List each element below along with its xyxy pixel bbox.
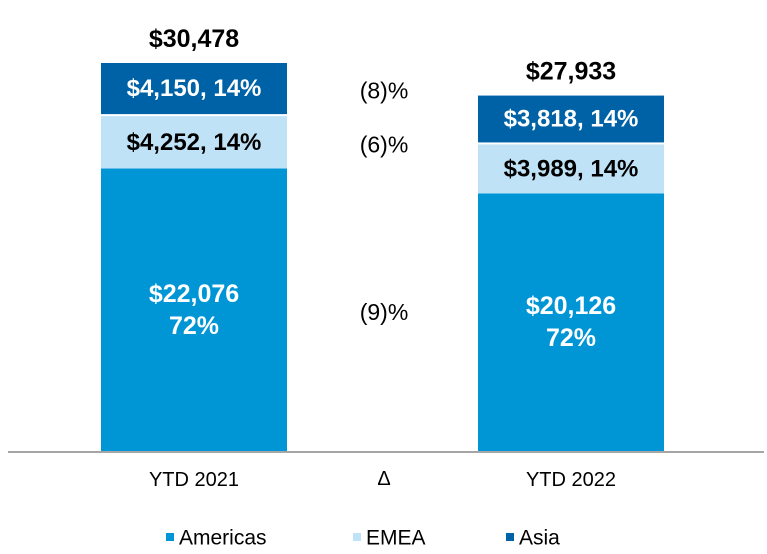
bar-segment-emea-1 — [101, 116, 287, 169]
data-label-emea-2-1: $3,989, 14% — [504, 155, 639, 182]
total-label-1: $30,478 — [149, 25, 239, 53]
labels-group: $22,076 72% $4,252, 14% $4,150, 14% $30,478 $… — [127, 25, 639, 352]
bar-segment-emea-2 — [478, 144, 664, 194]
delta-label-asia: (8)% — [360, 78, 409, 104]
bar-segment-asia-2 — [478, 95, 664, 143]
delta-label-americas: (9)% — [360, 299, 409, 325]
legend-swatch-americas — [166, 533, 174, 541]
x-axis-labels: YTD 2021 YTD 2022 Δ — [149, 468, 616, 491]
legend-label-emea: EMEA — [366, 527, 426, 550]
data-label-americas-2-2: 72% — [546, 324, 596, 352]
bar-segment-americas-2 — [478, 193, 664, 451]
total-label-2: $27,933 — [526, 58, 616, 86]
x-tick-label-2: YTD 2022 — [526, 469, 616, 491]
data-label-emea-1-1: $4,252, 14% — [127, 129, 262, 156]
legend-label-americas: Americas — [179, 527, 267, 550]
bar-segment-americas-1 — [101, 168, 287, 452]
legend-label-asia: Asia — [519, 527, 560, 550]
data-label-americas-1-1: $22,076 — [149, 280, 239, 308]
delta-label-emea: (6)% — [360, 131, 409, 157]
data-label-asia-1-1: $4,150, 14% — [127, 75, 262, 102]
delta-header: Δ — [377, 468, 390, 490]
data-label-americas-1-2: 72% — [169, 312, 219, 340]
data-label-asia-2-1: $3,818, 14% — [504, 105, 639, 132]
legend: Americas EMEA Asia — [166, 527, 560, 550]
data-label-americas-2-1: $20,126 — [526, 292, 616, 320]
bars-group — [101, 63, 664, 452]
legend-swatch-emea — [353, 533, 361, 541]
legend-swatch-asia — [506, 533, 514, 541]
bar-segment-asia-1 — [101, 63, 287, 115]
x-tick-label-1: YTD 2021 — [149, 469, 239, 491]
